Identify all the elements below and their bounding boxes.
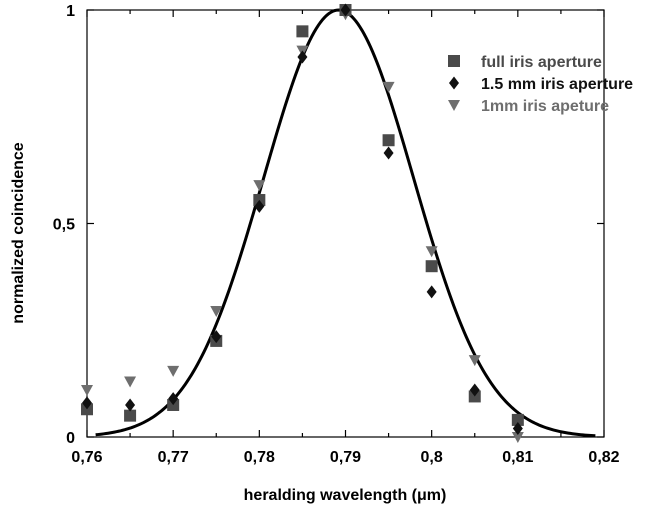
data-point-1mm-iris [468, 355, 481, 367]
data-point-1-5mm-iris [426, 285, 437, 299]
plot-frame [86, 9, 605, 438]
data-point-1mm-iris [81, 385, 93, 397]
y-tick-label: 0,5 [53, 217, 75, 234]
data-point-1-5mm-iris [469, 383, 480, 397]
data-point-1-5mm-iris [125, 398, 136, 412]
data-point-1-5mm-iris [254, 199, 265, 213]
data-point-1mm-iris [253, 180, 266, 192]
y-axis-label: normalized coincidence [10, 142, 27, 323]
data-points-layer [81, 3, 524, 443]
x-tick-label: 0,8 [421, 449, 443, 466]
data-point-1-5mm-iris [168, 392, 179, 406]
data-point-1-5mm-iris [383, 146, 394, 160]
data-point-1mm-iris [425, 246, 438, 258]
x-tick-label: 0,76 [71, 449, 102, 466]
legend-marker-2 [448, 100, 460, 111]
data-point-full-iris [382, 134, 395, 147]
x-tick-label: 0,78 [244, 449, 275, 466]
legend-marker-1 [449, 76, 459, 90]
legend-label: 1mm iris apeture [481, 98, 609, 115]
x-axis-ticks: 0,76 0,77 0,78 0,79 0,8 0,81 0,82 [71, 10, 620, 466]
data-point-1-5mm-iris [512, 421, 523, 435]
data-point-1-5mm-iris [297, 50, 308, 64]
legend-label: 1.5 mm iris aperture [481, 76, 633, 93]
y-axis-ticks: 00,51 [53, 3, 604, 447]
legend: full iris aperture 1.5 mm iris aperture 1m… [448, 54, 633, 115]
y-tick-label: 0 [66, 430, 75, 447]
data-point-1mm-iris [210, 306, 223, 318]
data-point-full-iris [511, 413, 524, 426]
data-point-1mm-iris [382, 81, 395, 93]
x-tick-label: 0,77 [158, 449, 189, 466]
data-point-1-5mm-iris [82, 396, 92, 410]
data-point-full-iris [296, 25, 309, 38]
y-tick-label: 1 [66, 3, 75, 20]
data-point-1-5mm-iris [340, 3, 351, 17]
data-point-1mm-iris [511, 432, 524, 443]
legend-marker-0 [448, 55, 460, 67]
x-axis-label: heralding wavelength (μm) [244, 487, 447, 504]
legend-label: full iris aperture [481, 54, 602, 71]
x-tick-label: 0,79 [330, 449, 361, 466]
x-tick-label: 0,81 [502, 449, 533, 466]
data-point-1mm-iris [167, 365, 180, 377]
x-tick-label: 0,82 [588, 449, 619, 466]
data-point-full-iris [124, 409, 137, 422]
data-point-full-iris [425, 260, 438, 273]
data-point-1-5mm-iris [211, 330, 222, 344]
data-point-1mm-iris [124, 376, 137, 388]
